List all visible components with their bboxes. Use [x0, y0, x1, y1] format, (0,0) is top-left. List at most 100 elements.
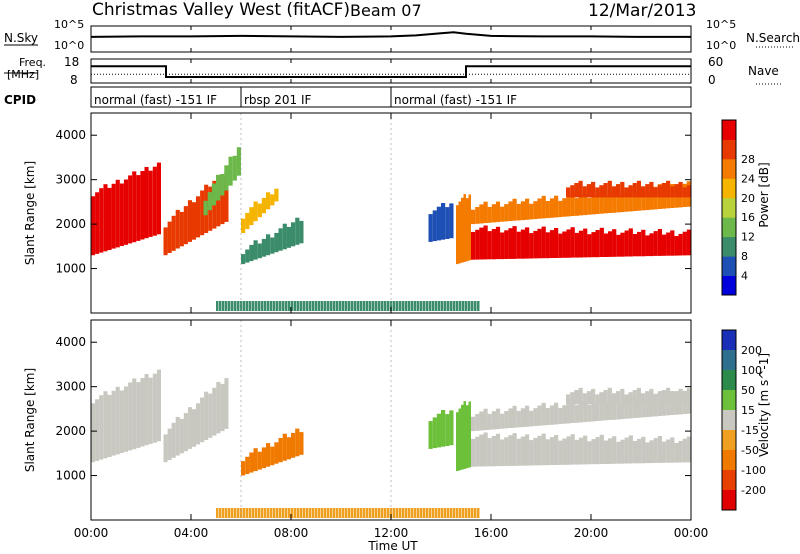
ground-scatter-cell [390, 301, 393, 311]
heatmap-cell [583, 399, 588, 423]
heatmap-cell [599, 190, 604, 214]
ground-scatter-cell [423, 508, 426, 518]
colorbar-tick-label: -15 [741, 424, 759, 437]
ground-scatter-cell [372, 508, 375, 518]
heatmap-cell [670, 230, 675, 256]
heatmap-cell [220, 174, 225, 196]
heatmap-cell [249, 207, 254, 226]
ground-scatter-cell [471, 508, 474, 518]
heatmap-cell [545, 232, 550, 259]
ground-scatter-cell [435, 508, 438, 518]
power-colorbar-label: Power [dB] [757, 162, 771, 227]
colorbar-tick-label: 15 [741, 404, 755, 417]
heatmap-cell [554, 195, 559, 218]
ground-scatter-cell [336, 508, 339, 518]
heatmap-cell [261, 238, 266, 257]
heatmap-cell [653, 394, 658, 405]
heatmap-cell [179, 418, 184, 454]
heatmap-cell [599, 434, 604, 464]
freq-panel: Freq. [MHz] 18 8 60 0 Nave [4, 55, 782, 87]
heatmap-cell [632, 183, 637, 198]
velocity-panel: 1000 2000 3000 4000 Slant Range [km] 200 100… [23, 319, 771, 521]
ground-scatter-cell [306, 508, 309, 518]
ground-scatter-cell [387, 301, 390, 311]
heatmap-cell [500, 206, 505, 222]
ground-scatter-cell [255, 301, 258, 311]
heatmap-cell [520, 408, 525, 428]
ground-scatter-cell [330, 508, 333, 518]
heatmap-cell [208, 393, 213, 438]
ground-scatter-cell [339, 508, 342, 518]
heatmap-cell [520, 229, 525, 259]
ground-scatter-cell [255, 508, 258, 518]
heatmap-cell [191, 409, 196, 447]
heatmap-cell [216, 174, 221, 227]
heatmap-cell [270, 237, 275, 254]
heatmap-cell [491, 436, 496, 467]
heatmap-cell [649, 388, 654, 405]
heatmap-cell [196, 403, 201, 445]
ground-scatter-cell [468, 301, 471, 311]
y-tick-label: 3000 [55, 380, 86, 394]
ground-scatter-cell [441, 508, 444, 518]
heatmap-cell [475, 229, 480, 260]
station-title: Christmas Valley West (fitACF) [92, 0, 350, 20]
freq-series [91, 65, 691, 78]
ground-scatter-cell [291, 301, 294, 311]
heatmap-cell [620, 399, 625, 420]
heatmap-cell [253, 448, 258, 472]
colorbar-tick-label: -100 [741, 464, 766, 477]
colorbar-tick-label: 12 [741, 231, 755, 244]
heatmap-cell [591, 195, 596, 215]
heatmap-cell [537, 405, 542, 426]
ground-scatter-cell [246, 301, 249, 311]
heatmap-cell [512, 405, 517, 428]
heatmap-cell [657, 436, 662, 463]
heatmap-cell [653, 186, 658, 210]
heatmap-cell [661, 441, 667, 463]
heatmap-cell [458, 201, 461, 264]
heatmap-cell [549, 230, 555, 258]
power-colorbar: 4 8 12 16 20 24 28 [721, 119, 755, 296]
noise-left-tick-bottom: 10^0 [54, 39, 84, 52]
heatmap-cell [612, 436, 617, 464]
colorbar-swatch [722, 390, 736, 411]
ground-scatter-cell [450, 301, 453, 311]
heatmap-cell [95, 399, 100, 461]
power-heatmap [91, 113, 691, 313]
heatmap-cell [545, 201, 550, 219]
heatmap-cell [479, 434, 484, 467]
heatmap-cell [241, 254, 246, 265]
heatmap-cell [612, 396, 617, 420]
heatmap-cell [175, 416, 180, 456]
heatmap-cell [661, 189, 667, 209]
velocity-y-ticks: 1000 2000 3000 4000 [55, 335, 691, 483]
heatmap-cell [529, 440, 534, 466]
heatmap-cell [545, 408, 550, 426]
heatmap-cell [591, 402, 596, 422]
ground-scatter-cell [417, 508, 420, 518]
ground-scatter-cell [273, 508, 276, 518]
ground-scatter-cell [369, 508, 372, 518]
heatmap-cell [595, 394, 600, 405]
heatmap-cell [586, 184, 591, 198]
colorbar-swatch [722, 197, 736, 218]
ground-scatter-cell [342, 508, 345, 518]
ground-scatter-cell [348, 301, 351, 311]
heatmap-cell [591, 232, 596, 258]
heatmap-cell [500, 439, 505, 467]
ground-scatter-cell [327, 301, 330, 311]
ground-scatter-cell [375, 508, 378, 518]
x-tick-label: 08:00 [274, 526, 309, 540]
heatmap-cell [91, 196, 96, 256]
heatmap-cell [636, 180, 641, 198]
heatmap-cell [274, 442, 279, 464]
ground-scatter-cell [312, 508, 315, 518]
ground-scatter-cell [324, 508, 327, 518]
heatmap-cell [686, 229, 691, 256]
ground-scatter-cell [393, 508, 396, 518]
freq-label: Freq. [19, 56, 46, 69]
heatmap-cell [574, 232, 579, 258]
heatmap-cell [678, 181, 683, 198]
colorbar-swatch [722, 350, 736, 371]
